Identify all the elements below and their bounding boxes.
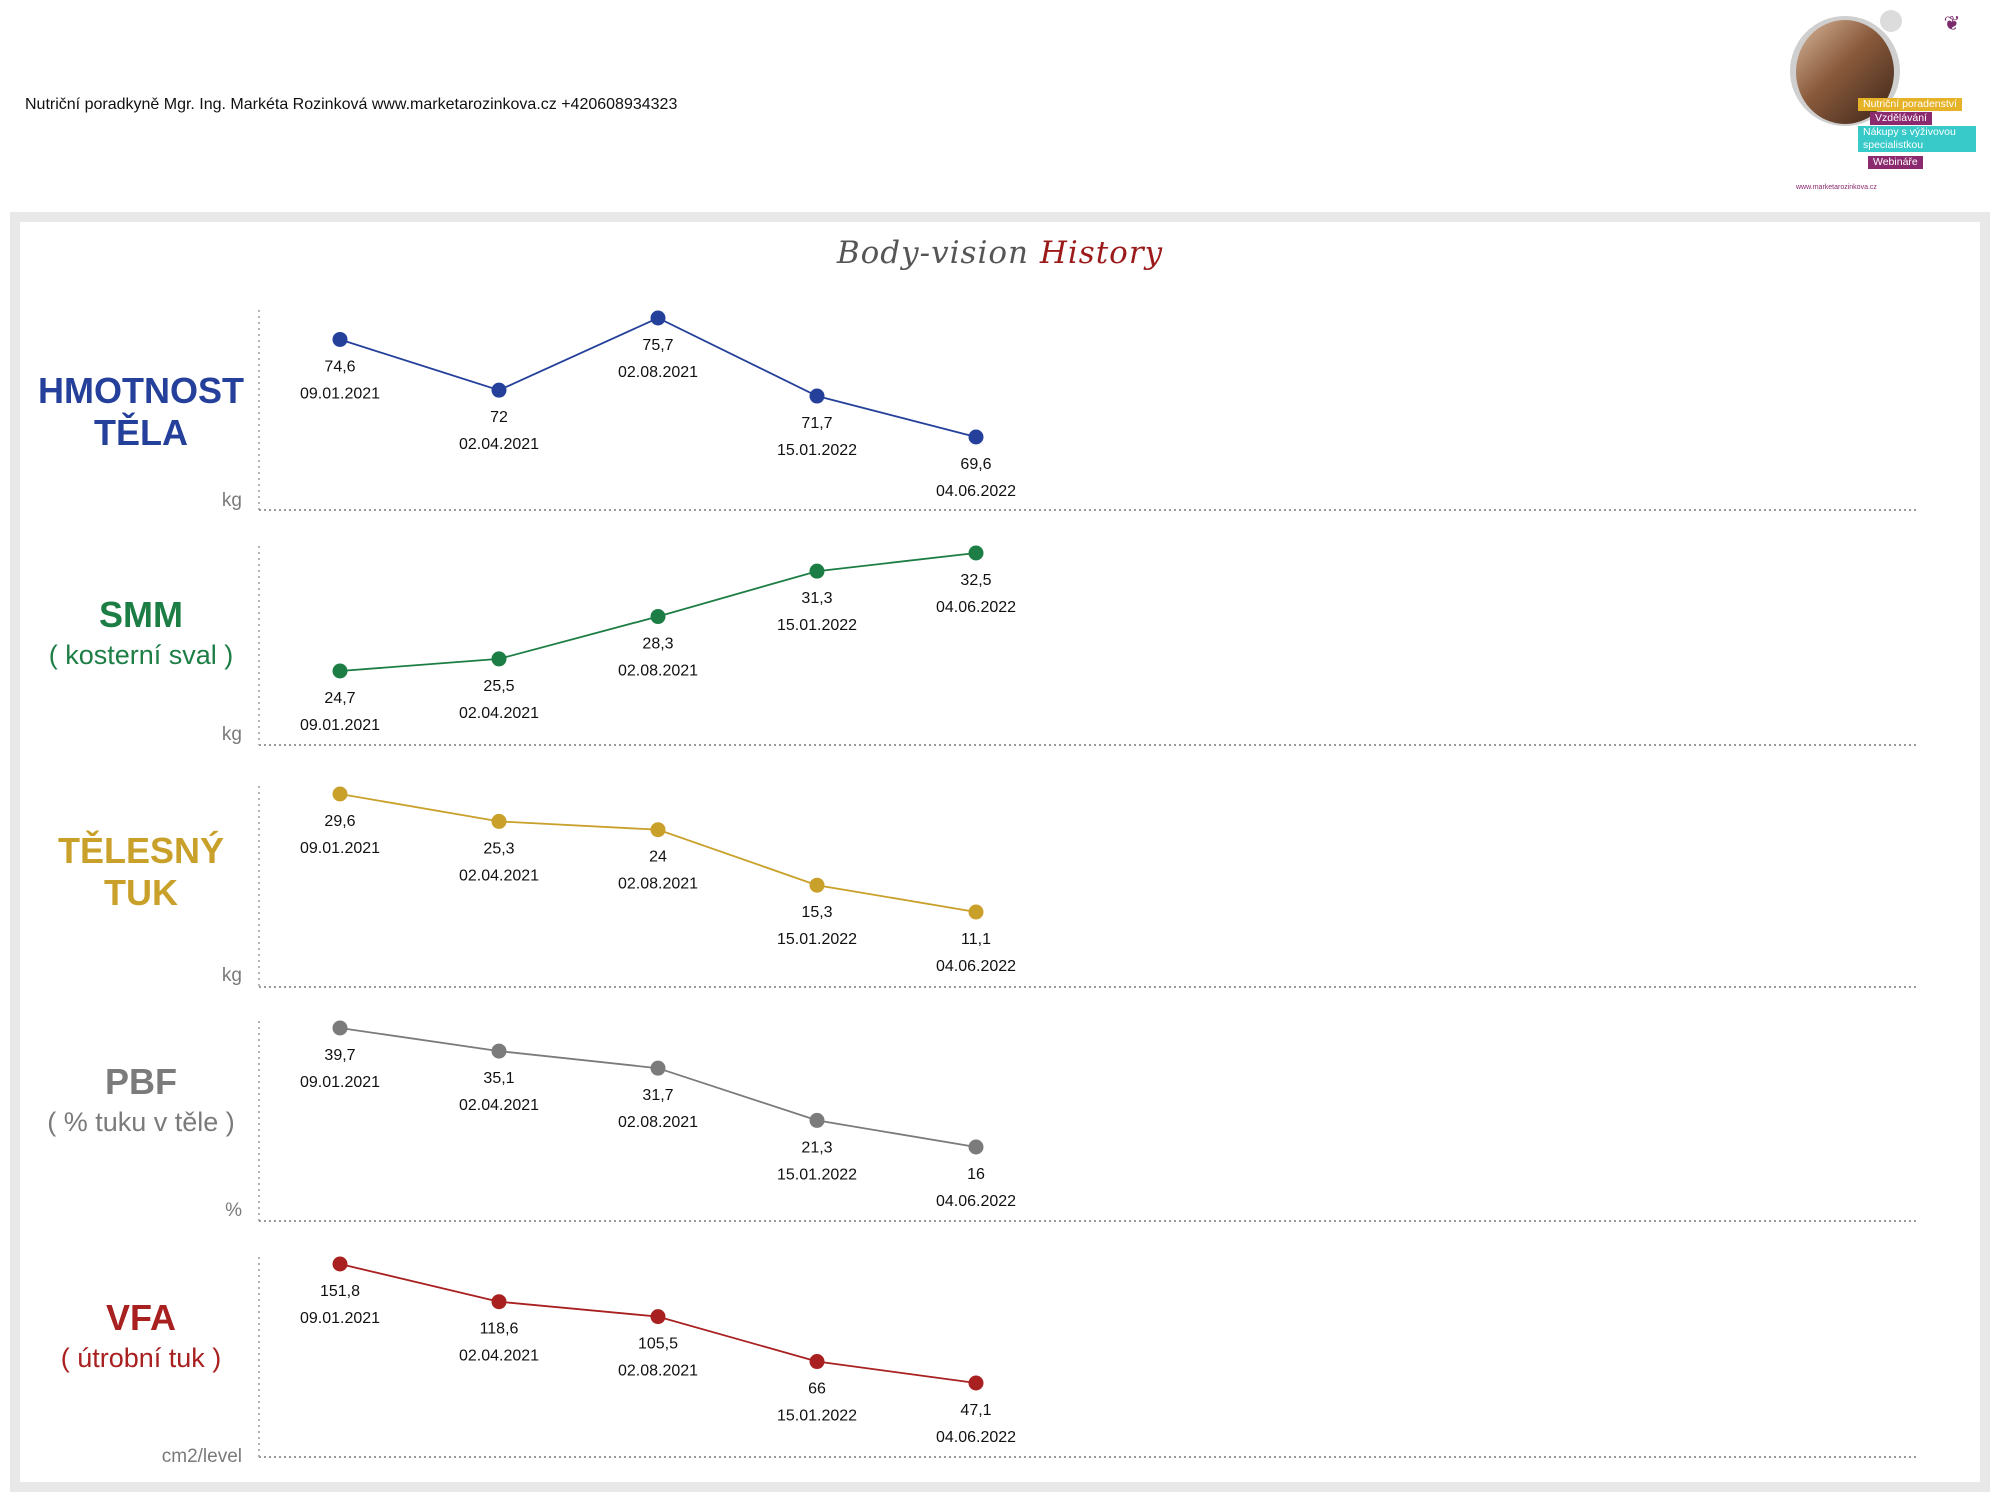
panel-0-data-point	[333, 332, 348, 347]
panel-3-value-label: 21,3	[801, 1139, 832, 1156]
panel-0-date-label: 09.01.2021	[300, 385, 380, 402]
panel-3-data-point	[333, 1021, 348, 1036]
panel-0-data-point	[492, 383, 507, 398]
panel-2-data-point	[810, 878, 825, 893]
panel-1-value-label: 25,5	[483, 678, 514, 695]
panel-4-value-label: 66	[808, 1381, 826, 1398]
panel-3-value-label: 35,1	[483, 1070, 514, 1087]
panel-1-date-label: 15.01.2022	[777, 617, 857, 634]
panel-1-data-point	[333, 664, 348, 679]
panel-2-value-label: 11,1	[961, 931, 991, 948]
panel-0-date-label: 04.06.2022	[936, 483, 1016, 500]
panel-2-date-label: 15.01.2022	[777, 931, 857, 948]
panel-0-data-point	[651, 311, 666, 326]
panel-4-date-label: 02.08.2021	[618, 1363, 698, 1380]
panel-1-date-label: 02.04.2021	[459, 705, 539, 722]
panel-0-value-label: 69,6	[960, 456, 991, 473]
panel-1-data-point	[969, 546, 984, 561]
panel-1-data-point	[651, 609, 666, 624]
panel-4-date-label: 09.01.2021	[300, 1310, 380, 1327]
panel-4-data-point	[810, 1354, 825, 1369]
panel-4-data-point	[651, 1309, 666, 1324]
panel-2-value-label: 15,3	[801, 904, 832, 921]
panel-4-value-label: 151,8	[320, 1283, 360, 1300]
panel-1-value-label: 31,3	[801, 590, 832, 607]
panel-1-value-label: 24,7	[324, 690, 355, 707]
panel-3-value-label: 31,7	[642, 1087, 673, 1104]
panel-3-data-point	[810, 1113, 825, 1128]
panel-4-data-point	[969, 1376, 984, 1391]
panel-1-date-label: 02.08.2021	[618, 663, 698, 680]
panel-0-data-point	[810, 389, 825, 404]
panel-0-value-label: 72	[490, 409, 508, 426]
panel-2-data-point	[492, 814, 507, 829]
panel-2-data-point	[333, 787, 348, 802]
panel-1-value-label: 32,5	[960, 572, 991, 589]
panel-4-data-point	[333, 1257, 348, 1272]
panel-3-value-label: 16	[967, 1166, 985, 1183]
panel-4-date-label: 04.06.2022	[936, 1429, 1016, 1446]
panel-0-data-point	[969, 430, 984, 445]
panel-0-value-label: 74,6	[324, 358, 355, 375]
panel-2-value-label: 25,3	[483, 840, 514, 857]
panel-3-date-label: 04.06.2022	[936, 1193, 1016, 1210]
panel-2-date-label: 02.04.2021	[459, 867, 539, 884]
panel-3-date-label: 15.01.2022	[777, 1166, 857, 1183]
panel-1-data-point	[492, 651, 507, 666]
panel-3-data-point	[651, 1061, 666, 1076]
panel-1-date-label: 09.01.2021	[300, 717, 380, 734]
panel-2-data-point	[651, 822, 666, 837]
panel-4-date-label: 15.01.2022	[777, 1408, 857, 1425]
panel-2-date-label: 09.01.2021	[300, 840, 380, 857]
panel-4-value-label: 47,1	[960, 1402, 991, 1419]
panel-3-data-point	[969, 1140, 984, 1155]
panel-3-data-point	[492, 1044, 507, 1059]
panel-3-date-label: 02.04.2021	[459, 1097, 539, 1114]
panel-2-value-label: 29,6	[324, 813, 355, 830]
panel-0-date-label: 15.01.2022	[777, 442, 857, 459]
panel-0-date-label: 02.04.2021	[459, 436, 539, 453]
panel-1-date-label: 04.06.2022	[936, 599, 1016, 616]
panel-1-value-label: 28,3	[642, 636, 673, 653]
panel-4-data-point	[492, 1294, 507, 1309]
panel-2-data-point	[969, 905, 984, 920]
panel-2-date-label: 04.06.2022	[936, 958, 1016, 975]
panel-0-date-label: 02.08.2021	[618, 364, 698, 381]
panel-0-value-label: 75,7	[642, 337, 673, 354]
panel-4-value-label: 105,5	[638, 1336, 678, 1353]
panel-0-value-label: 71,7	[801, 415, 832, 432]
panel-4-value-label: 118,6	[480, 1321, 519, 1338]
panel-2-date-label: 02.08.2021	[618, 876, 698, 893]
panel-3-date-label: 02.08.2021	[618, 1114, 698, 1131]
panel-2-value-label: 24	[649, 849, 667, 866]
panel-4-date-label: 02.04.2021	[459, 1348, 539, 1365]
panel-1-data-point	[810, 564, 825, 579]
panel-3-date-label: 09.01.2021	[300, 1074, 380, 1091]
panel-3-value-label: 39,7	[324, 1047, 355, 1064]
